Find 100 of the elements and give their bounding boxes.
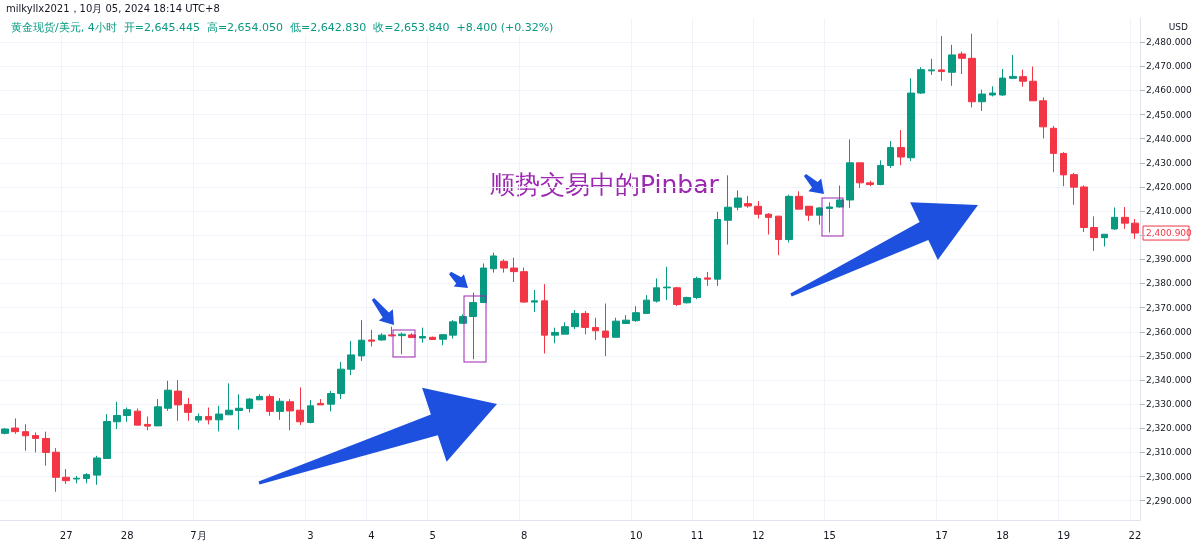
candlestick [999,68,1006,97]
x-tick-label: 19 [1057,529,1071,541]
candlestick [785,194,793,243]
candlestick [368,329,375,347]
candlestick [592,317,599,341]
candlestick [622,314,630,325]
candlestick [663,266,671,301]
y-axis-title: USD [1168,21,1189,32]
candlestick [235,393,243,431]
x-tick-label: 4 [368,529,375,541]
candlestick [73,475,80,484]
y-tick-label: 2,410.000 [1146,206,1193,217]
candlestick [1101,233,1108,248]
candlestick [1080,184,1088,233]
candlestick [765,212,772,235]
candlestick [83,472,90,484]
candlestick [286,398,294,431]
x-tick-label: 18 [996,529,1009,541]
candlestick [877,159,884,186]
candlestick [561,321,569,335]
chart-subtitle: 黄金现货/美元, 4小时 开=2,645.445 高=2,654.050 低=2,642.830 收=2,653.840 +8.400 (+0.32%) [11,21,554,34]
candlestick [246,397,253,413]
x-tick-label: 27 [59,529,73,541]
candlestick [449,319,457,340]
candlestick [439,334,447,346]
candlestick [938,35,945,82]
candlestick [184,397,192,422]
candlestick [581,310,589,335]
x-tick-label: 3 [307,529,314,541]
candlestick [103,413,111,459]
candlestick [551,327,559,344]
candlestick [256,393,263,401]
y-tick-label: 2,430.000 [1146,157,1193,168]
candlestick [724,174,732,246]
candlestick [42,431,50,467]
y-tick-label: 2,340.000 [1146,375,1193,386]
candlestick [174,379,182,422]
y-tick-label: 2,390.000 [1146,254,1193,265]
candlestick [22,423,29,452]
candlestick [928,58,935,76]
candlestick [296,387,304,426]
candlestick [11,417,19,435]
candlestick [134,408,141,426]
y-tick-label: 2,420.000 [1146,181,1193,192]
chart-title: milkyllx2021，10月 05, 2024 18:14 UTC+8 [6,2,220,14]
candlestick [32,431,39,453]
candlestick [144,415,151,431]
candlestick [1029,66,1037,102]
candlestick [1121,206,1129,230]
x-tick-label: 12 [751,529,765,541]
candlestick [358,319,365,362]
candlestick [541,283,548,354]
y-tick-label: 2,480.000 [1146,37,1193,48]
candlestick [775,215,782,256]
candlestick [429,336,436,341]
candlestick [632,305,640,323]
y-tick-label: 2,470.000 [1146,61,1193,72]
candlestick [958,51,966,75]
candlestick [571,309,579,330]
candlestick [1009,54,1017,80]
candlestick [714,211,721,287]
candlestick [693,276,701,300]
candlestick [510,257,518,283]
candlestick [612,317,620,338]
candlestick [500,258,508,274]
candlestick [846,138,854,209]
candlestick [734,189,742,211]
candlestick [266,393,274,417]
candlestick [683,296,691,305]
candlestick [378,332,386,342]
candlestick [968,33,976,109]
candlestick [307,399,314,424]
x-tick-label: 15 [823,529,836,541]
candlestick [531,289,538,313]
candlestick [317,398,324,406]
candlestick [704,271,711,287]
x-tick-label: 10 [629,529,643,541]
candlestick [897,129,905,166]
candlestick [856,162,864,189]
candlestick [643,294,650,314]
y-tick-label: 2,330.000 [1146,399,1193,410]
candlestick [225,382,233,416]
candlestick [907,77,915,162]
y-tick-label: 2,300.000 [1146,471,1193,482]
candlestick [123,407,131,423]
candlestick [1090,215,1098,252]
candlestick [795,190,803,210]
y-tick-label: 2,290.000 [1146,495,1193,506]
candlestick [398,331,406,355]
candlestick [52,447,60,493]
candlestick [917,66,925,95]
candlestick [673,286,681,307]
y-tick-label: 2,370.000 [1146,302,1193,313]
x-tick-label: 7月 [190,529,207,541]
candlestick [805,205,813,222]
candlestick [826,201,833,234]
candlestick [276,397,284,421]
candlestick [154,398,162,427]
candlestick [653,277,660,304]
candlestick [469,292,477,360]
